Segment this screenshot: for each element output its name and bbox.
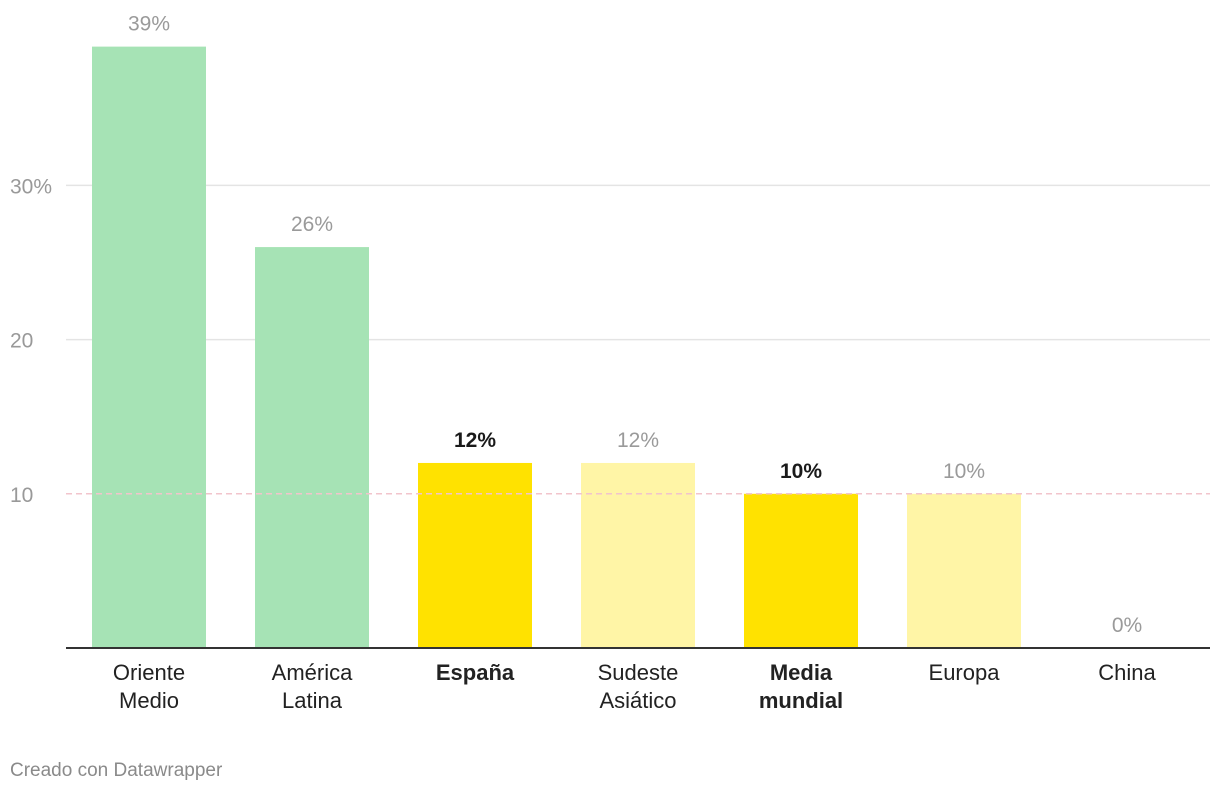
category-label: Europa	[929, 660, 1001, 685]
category-label: América	[272, 660, 353, 685]
bar	[581, 462, 695, 648]
category-label: Media	[770, 660, 833, 685]
category-label: Sudeste	[598, 660, 679, 685]
category-label: España	[436, 660, 515, 685]
bar-value-label: 26%	[291, 213, 333, 236]
category-label: Latina	[282, 688, 343, 713]
bar-value-label: 10%	[780, 460, 822, 483]
bar-value-label: 10%	[943, 460, 985, 483]
category-label: Asiático	[599, 688, 676, 713]
y-tick-label: 10	[10, 484, 33, 507]
category-label: China	[1098, 660, 1156, 685]
y-tick-label: 20	[10, 330, 33, 353]
bar-value-label: 0%	[1112, 614, 1142, 637]
bar-value-label: 12%	[454, 429, 496, 452]
bar	[92, 46, 206, 649]
bar	[418, 462, 532, 648]
bar	[907, 493, 1021, 648]
credit-text: Creado con Datawrapper	[10, 760, 223, 781]
bar-value-label: 39%	[128, 13, 170, 36]
y-tick-label: 30%	[10, 175, 52, 198]
category-label: Medio	[119, 688, 179, 713]
category-label: mundial	[759, 688, 843, 713]
bar	[744, 493, 858, 648]
bar	[255, 247, 369, 648]
bar-value-label: 12%	[617, 429, 659, 452]
category-label: Oriente	[113, 660, 185, 685]
